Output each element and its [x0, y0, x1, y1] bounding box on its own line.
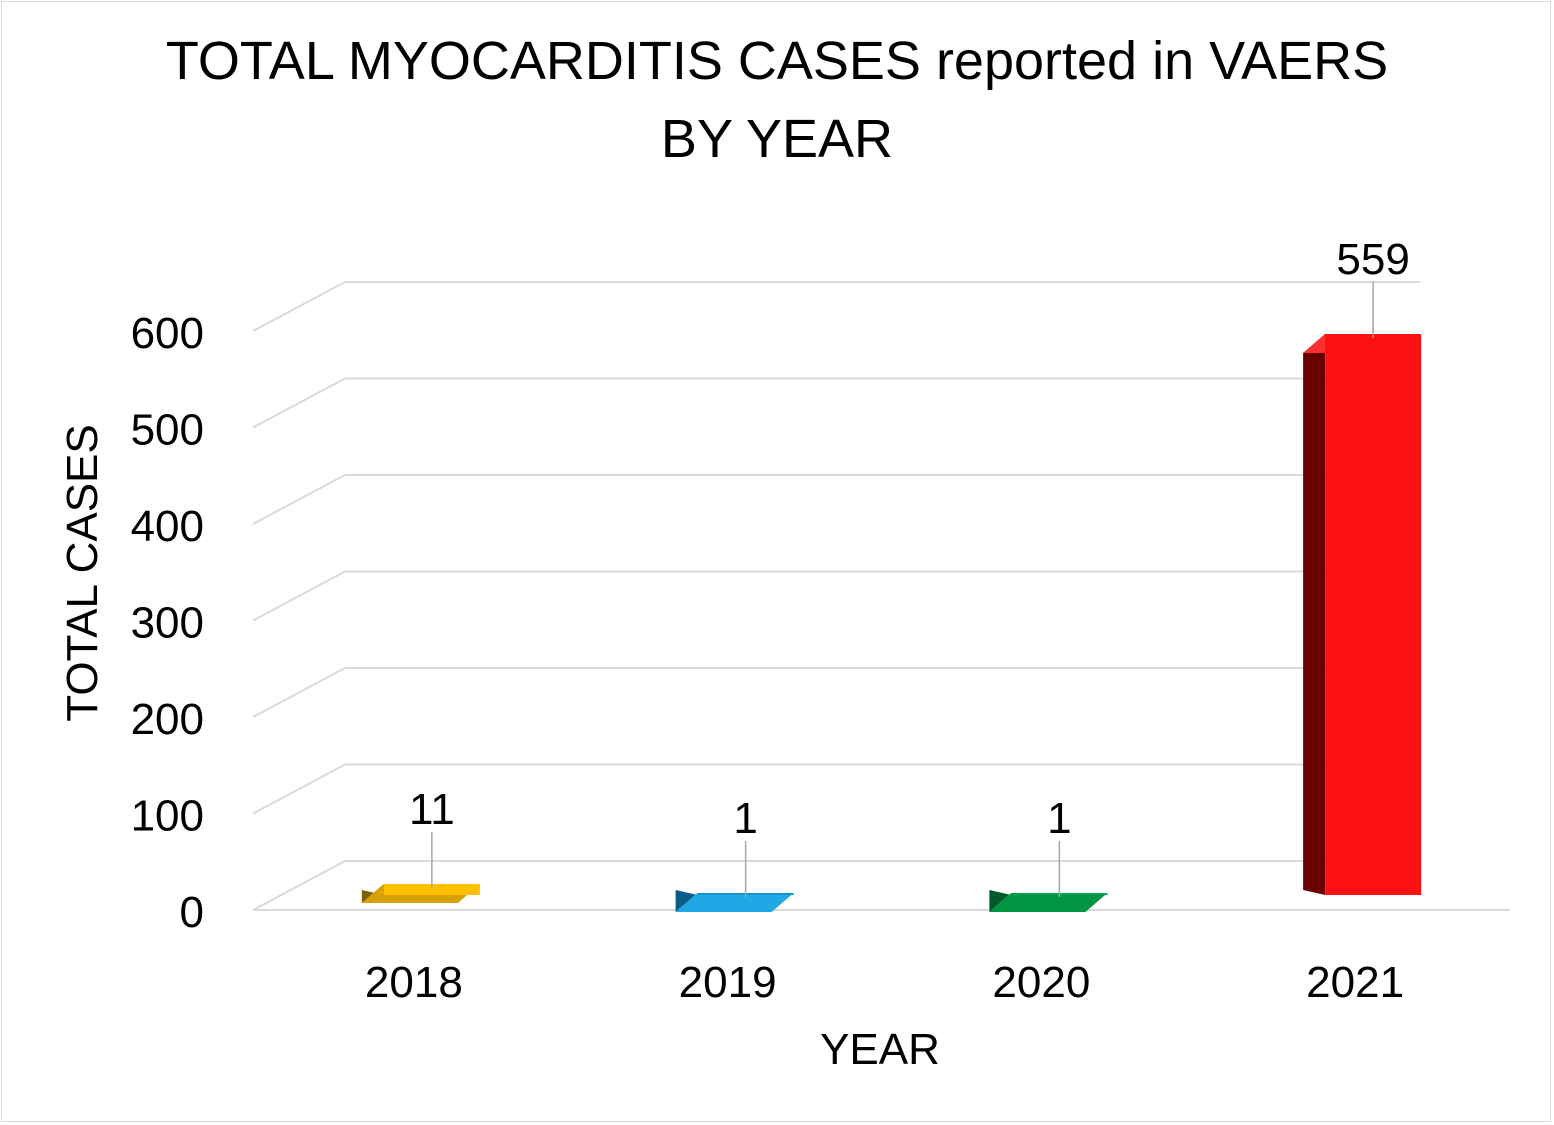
x-tick-label: 2021 — [1306, 958, 1404, 1007]
x-tick-label: 2019 — [679, 958, 777, 1007]
y-tick-label: 400 — [131, 502, 204, 551]
bars — [361, 333, 1422, 912]
y-tick-label: 600 — [131, 309, 204, 358]
y-tick-label: 0 — [180, 888, 204, 937]
bar-2020 — [989, 890, 1108, 912]
chart-title-line-2: BY YEAR — [660, 109, 894, 169]
bar-side-face — [675, 890, 698, 912]
chart-title: TOTAL MYOCARDITIS CASES reported in VAER… — [0, 22, 1554, 178]
y-tick-label: 300 — [131, 599, 204, 648]
bar-top-face — [989, 893, 1108, 912]
chart-title-line-1: TOTAL MYOCARDITIS CASES reported in VAER… — [165, 31, 1389, 91]
x-tick-labels: 2018 2019 2020 2021 — [365, 958, 1404, 1007]
x-axis-title: YEAR — [820, 1025, 940, 1074]
data-label: 11 — [409, 785, 455, 834]
gridline-side-300 — [252, 570, 346, 622]
bar-2021 — [1303, 333, 1422, 895]
y-tick-label: 100 — [131, 792, 204, 841]
grid-layer — [252, 281, 1510, 911]
gridline-side-200 — [252, 667, 346, 718]
data-label: 1 — [1047, 794, 1071, 843]
bar-2019 — [675, 890, 794, 912]
gridline-side-0 — [252, 860, 346, 911]
y-tick-labels: 0 100 200 300 400 500 600 — [131, 309, 204, 937]
data-label: 1 — [733, 794, 757, 843]
gridline-side-600 — [252, 281, 346, 332]
gridline-side-100 — [252, 763, 346, 815]
bar-side-face — [1303, 333, 1326, 895]
x-tick-label: 2020 — [992, 958, 1090, 1007]
bar-side-face — [989, 890, 1012, 912]
x-tick-label: 2018 — [365, 958, 463, 1007]
bar-top-face — [675, 893, 794, 912]
bar-front-face — [1325, 333, 1422, 895]
gridline-side-500 — [252, 377, 346, 429]
y-tick-label: 200 — [131, 695, 204, 744]
bar-front-face — [383, 883, 480, 895]
gridline-side-400 — [252, 474, 346, 525]
data-label: 559 — [1336, 235, 1409, 284]
bar-2018 — [361, 883, 480, 903]
y-tick-label: 500 — [131, 406, 204, 455]
